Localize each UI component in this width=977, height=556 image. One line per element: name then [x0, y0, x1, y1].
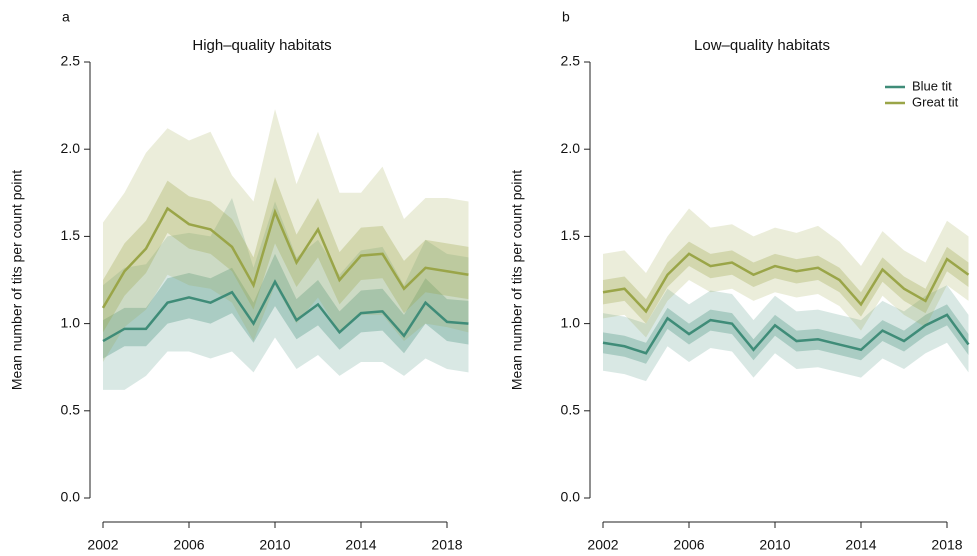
inner-band — [103, 253, 469, 359]
y-tick-label: 1.0 — [61, 314, 81, 330]
y-tick-label: 2.5 — [61, 53, 81, 69]
y-tick-label: 2.5 — [561, 53, 581, 69]
outer-band — [103, 198, 469, 390]
y-tick-label: 0.0 — [61, 489, 81, 505]
y-tick-label: 2.0 — [561, 140, 581, 156]
panel-title: Low–quality habitats — [694, 37, 830, 54]
y-tick-label: 1.0 — [561, 314, 581, 330]
series-line — [101, 206, 469, 309]
y-tick-label: 1.5 — [561, 227, 581, 243]
legend-label: Great tit — [912, 94, 959, 109]
x-tick-label: 2014 — [345, 537, 376, 553]
y-tick-label: 0.0 — [561, 489, 581, 505]
x-tick-label: 2018 — [431, 537, 462, 553]
y-axis-label: Mean number of tits per count point — [9, 170, 25, 390]
x-tick-label: 2006 — [173, 537, 204, 553]
y-tick-label: 2.0 — [61, 140, 81, 156]
y-tick-label: 0.5 — [61, 402, 81, 418]
panel-label: b — [562, 9, 570, 25]
x-tick-label: 2002 — [587, 537, 618, 553]
inner-band — [103, 177, 469, 333]
y-tick-label: 1.5 — [61, 227, 81, 243]
outer-band — [603, 208, 969, 338]
x-tick-label: 2002 — [87, 537, 118, 553]
x-tick-label: 2006 — [673, 537, 704, 553]
series-line — [102, 279, 469, 343]
inner-band — [603, 241, 969, 324]
x-tick-label: 2010 — [259, 537, 290, 553]
y-tick-label: 0.5 — [561, 402, 581, 418]
legend-label: Blue tit — [912, 78, 952, 93]
x-tick-label: 2018 — [931, 537, 962, 553]
panel-title: High–quality habitats — [192, 37, 331, 54]
series-line — [602, 252, 970, 314]
x-tick-label: 2014 — [845, 537, 876, 553]
y-axis-label: Mean number of tits per count point — [509, 170, 525, 390]
x-tick-label: 2010 — [759, 537, 790, 553]
panel-label: a — [62, 9, 70, 25]
series-line — [602, 313, 970, 355]
